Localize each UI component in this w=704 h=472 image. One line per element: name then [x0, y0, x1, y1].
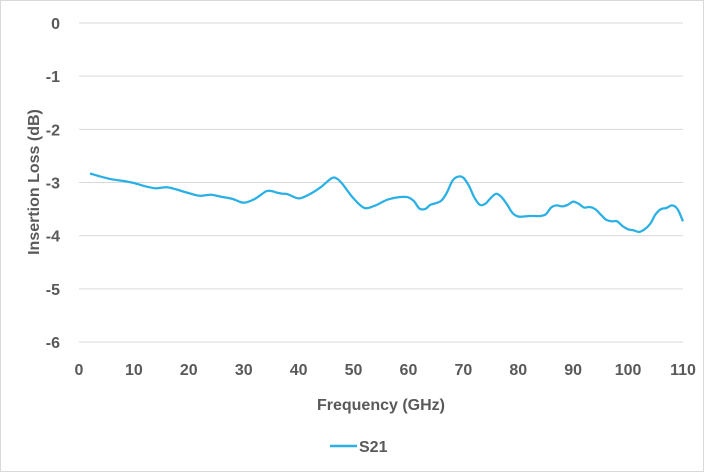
legend-label-s21: S21	[359, 439, 388, 456]
series-layer	[89, 172, 685, 234]
x-tick-labels: 0 10 20 30 40 50 60 70 80 90 100 110	[75, 362, 696, 379]
legend: S21	[330, 439, 388, 456]
x-axis-title: Frequency (GHz)	[317, 397, 445, 414]
y-tick-label: -1	[46, 69, 60, 86]
y-tick-label: -6	[46, 335, 60, 352]
x-tick-label: 30	[235, 362, 253, 379]
x-tick-label: 90	[564, 362, 582, 379]
x-tick-label: 100	[615, 362, 642, 379]
x-tick-label: 80	[509, 362, 527, 379]
x-tick-label: 0	[75, 362, 84, 379]
series-line-s21	[89, 172, 685, 234]
x-tick-label: 60	[400, 362, 418, 379]
y-tick-labels: 0 -1 -2 -3 -4 -5 -6	[46, 16, 60, 352]
x-tick-label: 40	[290, 362, 308, 379]
y-tick-label: 0	[51, 16, 60, 33]
gridlines	[79, 22, 683, 343]
x-tick-label: 10	[125, 362, 143, 379]
x-tick-label: 20	[180, 362, 198, 379]
y-tick-label: -4	[46, 229, 60, 246]
x-tick-label: 70	[454, 362, 472, 379]
y-tick-label: -3	[46, 176, 60, 193]
y-axis-title: Insertion Loss (dB)	[26, 109, 43, 255]
x-tick-label: 110	[670, 362, 696, 379]
y-tick-label: -2	[46, 122, 60, 139]
y-tick-label: -5	[46, 282, 60, 299]
x-tick-label: 50	[345, 362, 363, 379]
